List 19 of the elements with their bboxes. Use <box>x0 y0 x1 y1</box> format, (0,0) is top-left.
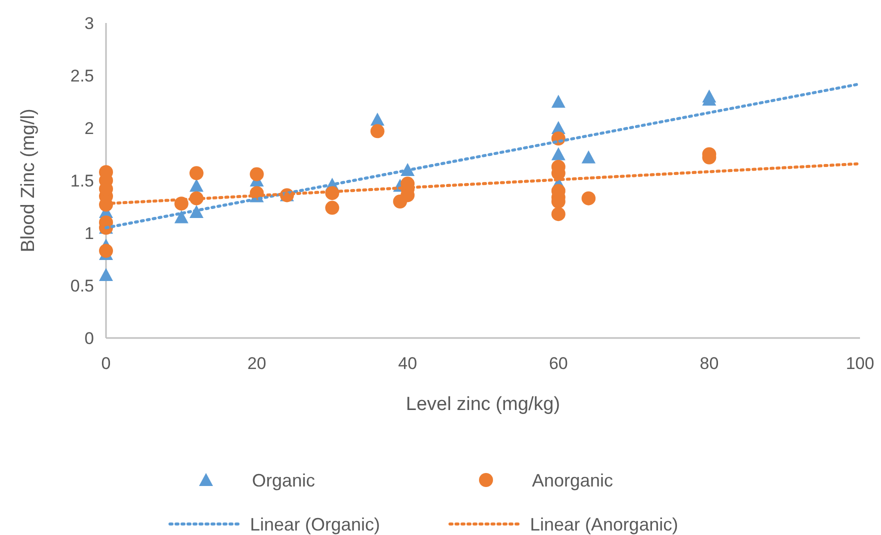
y-axis-title: Blood Zinc (mg/l) <box>18 108 39 252</box>
y-tick-label: 0 <box>84 328 94 348</box>
y-tick-label: 2 <box>84 118 94 138</box>
legend-label: Anorganic <box>532 470 614 490</box>
legend-label: Organic <box>252 470 316 490</box>
legend-label: Linear (Organic) <box>250 514 380 534</box>
x-tick-label: 80 <box>700 354 719 373</box>
y-tick-label: 3 <box>84 14 94 33</box>
y-tick-label: 2.5 <box>70 66 94 86</box>
y-tick-label: 1.5 <box>70 171 94 190</box>
y-tick-label: 0.5 <box>70 276 94 296</box>
x-tick-label: 20 <box>247 354 266 373</box>
x-tick-label: 100 <box>846 354 874 373</box>
x-tick-label: 40 <box>398 354 418 373</box>
x-tick-label: 0 <box>101 354 111 373</box>
x-axis-title: Level zinc (mg/kg) <box>406 394 560 415</box>
y-tick-label: 1 <box>84 224 94 243</box>
legend-label: Linear (Anorganic) <box>530 514 678 534</box>
x-tick-label: 60 <box>548 354 568 373</box>
